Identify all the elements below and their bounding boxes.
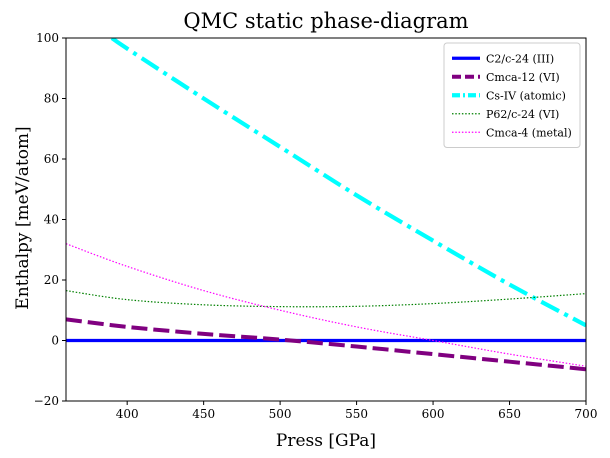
chart-title: QMC static phase-diagram <box>183 9 468 33</box>
legend: C2/c-24 (III) Cmca-12 (VI) Cs-IV (atomic) P… <box>443 42 581 148</box>
y-tick-label: 60 <box>44 152 59 166</box>
legend-label-4: P62/c-24 (VI) <box>486 108 559 121</box>
y-tick-label: 80 <box>44 92 59 106</box>
y-tick-label: −20 <box>34 394 59 408</box>
x-tick-label: 600 <box>422 407 445 421</box>
x-tick-label: 400 <box>116 407 139 421</box>
legend-box <box>443 42 581 148</box>
x-tick-label: 700 <box>575 407 598 421</box>
series-line-4 <box>66 289 586 308</box>
x-tick-label: 450 <box>192 407 215 421</box>
legend-label-3: Cs-IV (atomic) <box>486 89 566 102</box>
x-tick-label: 500 <box>269 407 292 421</box>
series-line-3 <box>110 38 586 328</box>
y-tick-label: 0 <box>51 334 59 348</box>
legend-label-2: Cmca-12 (VI) <box>486 71 560 84</box>
series-layer <box>66 38 586 372</box>
y-axis-label: Enthalpy [meV/atom] <box>13 126 33 309</box>
legend-label-1: C2/c-24 (III) <box>486 52 554 65</box>
legend-label-5: Cmca-4 (metal) <box>486 126 572 139</box>
y-tick-label: 20 <box>44 273 59 287</box>
x-tick-label: 550 <box>345 407 368 421</box>
y-tick-label: 40 <box>44 213 59 227</box>
series-line-2 <box>66 317 586 372</box>
ticks-layer: 400 450 500 550 600 650 700 −20 0 20 40 60 80 100 <box>34 31 598 421</box>
x-tick-label: 650 <box>498 407 521 421</box>
y-tick-label: 100 <box>36 31 59 45</box>
x-axis-label: Press [GPa] <box>276 431 376 451</box>
